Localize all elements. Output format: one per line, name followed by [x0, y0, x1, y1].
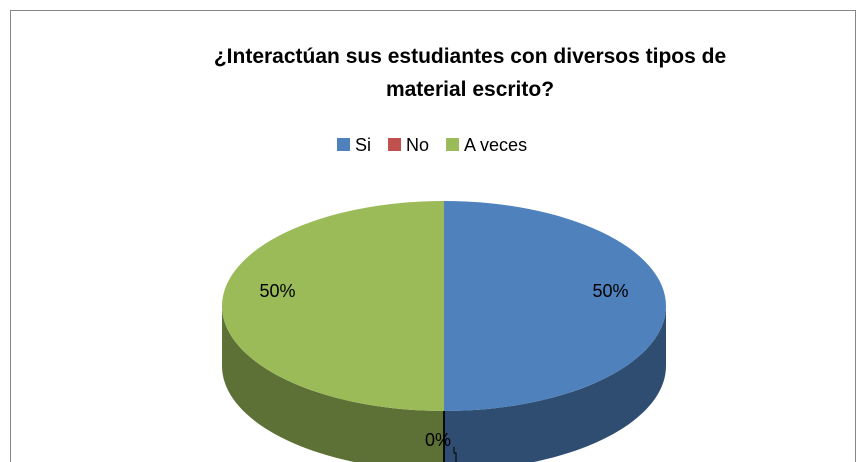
label-leader — [453, 447, 457, 462]
legend-swatch — [446, 138, 460, 151]
legend-swatch — [337, 138, 350, 151]
data-label: 50% — [592, 281, 628, 301]
pie-slice — [222, 201, 444, 411]
legend-label: A veces — [464, 135, 527, 155]
chart-title: ¿Interactúan sus estudiantes con diverso… — [214, 45, 726, 101]
data-label: 0% — [425, 430, 451, 450]
pie-side — [222, 306, 444, 462]
data-label: 50% — [259, 281, 295, 301]
pie-slice — [444, 201, 666, 411]
pie-side — [444, 306, 666, 462]
legend-label: Si — [355, 135, 371, 155]
legend-label: No — [406, 135, 429, 155]
legend-swatch — [388, 138, 402, 151]
